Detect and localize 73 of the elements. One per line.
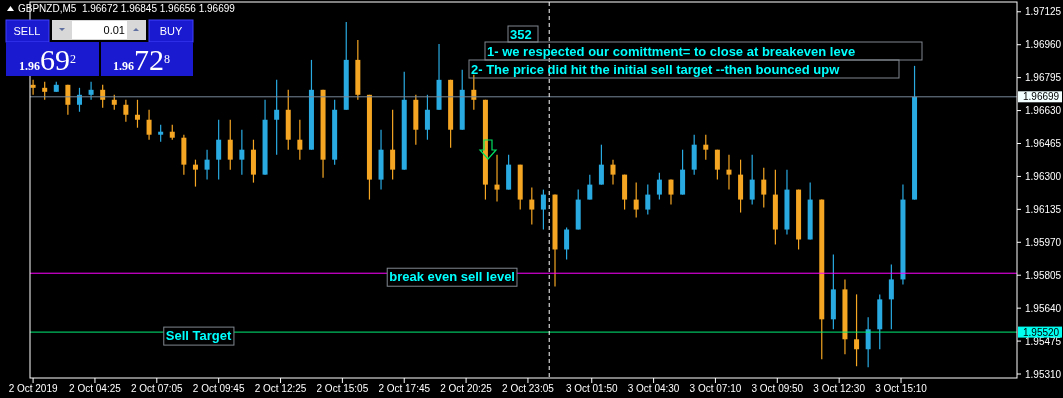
annotation: 1- we respected our comittment= to close at breakeven leve: [487, 44, 856, 59]
annotation: BUY: [159, 25, 183, 37]
x-tick-label: 3 Oct 07:10: [689, 383, 742, 394]
y-tick-label: 1.95805: [1025, 269, 1062, 281]
x-tick-label: 2 Oct 15:05: [316, 383, 369, 394]
candlestick: [123, 99, 129, 123]
candlestick: [854, 293, 860, 367]
candlestick: [865, 316, 871, 368]
x-tick-label: 2 Oct 17:45: [378, 383, 431, 394]
candlestick: [714, 149, 720, 181]
candlestick: [668, 179, 674, 206]
x-tick-label: 3 Oct 09:50: [751, 383, 804, 394]
candlestick: [227, 119, 233, 171]
x-tick-label: 3 Oct 15:10: [875, 383, 928, 394]
x-tick-label: 3 Oct 12:30: [813, 383, 866, 394]
chart-title: GBPNZD,M5 1.96672 1.96845 1.96656 1.96699: [18, 3, 236, 14]
y-tick-label: 1.96960: [1025, 39, 1062, 51]
x-tick-label: 2 Oct 07:05: [130, 383, 184, 394]
x-tick-label: 2 Oct 04:25: [69, 383, 122, 394]
y-tick-label: 1.96465: [1025, 138, 1062, 149]
candlestick: [192, 159, 198, 188]
candlestick: [726, 154, 732, 191]
candlestick: [146, 109, 152, 141]
candlestick: [587, 174, 593, 201]
candlestick: [645, 184, 651, 216]
candlestick: [204, 149, 210, 181]
annotation: 0.01: [103, 24, 125, 36]
y-tick-label: 1.96135: [1025, 203, 1062, 215]
candlestick: [598, 144, 604, 186]
candlestick: [494, 154, 500, 203]
ref-line-label: 1.95520: [1023, 326, 1060, 338]
annotation: 1.9672$^{8}$: [113, 43, 170, 76]
candlestick: [274, 79, 280, 156]
candlestick: [761, 167, 767, 209]
candlestick: [76, 87, 82, 113]
y-tick-label: 1.96630: [1025, 105, 1062, 117]
candlestick: [749, 154, 755, 206]
candlestick: [390, 109, 396, 181]
candlestick: [610, 159, 616, 186]
y-tick-label: 1.96300: [1025, 170, 1062, 182]
annotation: 1.9669$^{2}$: [19, 43, 76, 76]
annotation: SELL: [13, 25, 41, 37]
candlestick: [239, 129, 245, 176]
candlestick: [564, 226, 570, 261]
candlestick: [297, 119, 303, 161]
y-tick-label: 1.95640: [1025, 302, 1062, 314]
ref-line-label: 1.96699: [1023, 91, 1060, 103]
x-tick-label: 3 Oct 04:30: [627, 383, 680, 394]
x-tick-label: 2 Oct 09:45: [192, 383, 245, 394]
candlestick: [424, 94, 430, 141]
y-tick-label: 1.95475: [1025, 335, 1062, 347]
annotation: 2- The price did hit the initial sell target --then bounced upw: [471, 62, 841, 77]
candlestick: [540, 189, 546, 231]
annotation: 352: [510, 27, 532, 42]
y-tick-label: 1.96795: [1025, 72, 1062, 84]
x-tick-label: 2 Oct 2019: [8, 383, 58, 394]
candlestick: [88, 81, 94, 101]
y-tick-label: 1.95310: [1025, 368, 1062, 380]
candlestick: [471, 74, 477, 111]
x-tick-label: 2 Oct 20:25: [440, 383, 493, 394]
x-tick-label: 2 Oct 23:05: [502, 383, 555, 394]
x-tick-label: 3 Oct 01:50: [565, 383, 619, 394]
candlestick: [216, 119, 222, 181]
candlestick: [30, 79, 36, 96]
candlestick: [656, 172, 662, 201]
y-tick-label: 1.97125: [1025, 6, 1062, 18]
x-tick-label: 2 Oct 12:25: [254, 383, 307, 394]
y-tick-label: 1.95970: [1025, 236, 1062, 248]
candlestick: [633, 182, 639, 219]
candlestick: [703, 134, 709, 161]
candlestick: [134, 99, 140, 129]
candlestick: [888, 263, 894, 330]
candlestick: [529, 187, 535, 226]
